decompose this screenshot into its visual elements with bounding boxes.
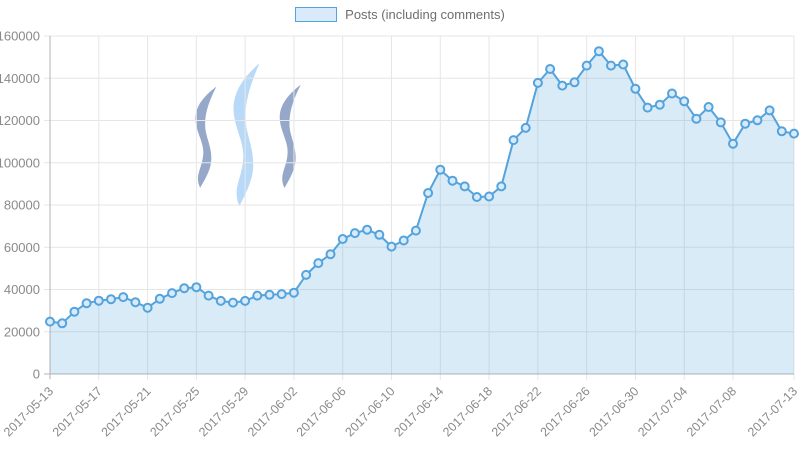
y-tick-label: 40000: [4, 282, 40, 297]
data-point[interactable]: [520, 122, 531, 133]
data-point[interactable]: [557, 80, 568, 91]
data-point[interactable]: [484, 191, 495, 202]
data-point[interactable]: [581, 60, 592, 71]
data-point[interactable]: [179, 283, 190, 294]
x-tick-label: 2017-05-29: [196, 384, 251, 439]
data-point[interactable]: [545, 64, 556, 74]
y-tick-label: 140000: [0, 71, 40, 86]
data-point[interactable]: [142, 302, 153, 313]
x-tick-label: 2017-05-21: [99, 384, 154, 439]
x-tick-label: 2017-07-13: [745, 384, 800, 439]
data-point[interactable]: [667, 88, 677, 99]
x-tick-label: 2017-07-04: [635, 384, 690, 439]
x-tick-label: 2017-06-18: [440, 384, 495, 439]
data-point[interactable]: [215, 295, 226, 306]
data-point[interactable]: [630, 83, 641, 94]
data-point[interactable]: [374, 229, 385, 240]
steem-logo-ribbon-middle: [233, 63, 260, 207]
data-point[interactable]: [154, 293, 165, 304]
data-point[interactable]: [532, 77, 543, 88]
data-point[interactable]: [118, 292, 129, 303]
y-tick-label: 160000: [0, 29, 40, 44]
data-point[interactable]: [715, 117, 726, 128]
x-tick-label: 2017-06-22: [489, 384, 544, 439]
data-point[interactable]: [167, 288, 177, 299]
x-tick-label: 2017-06-30: [586, 384, 641, 439]
data-point[interactable]: [252, 290, 263, 301]
data-point[interactable]: [386, 241, 397, 252]
data-point[interactable]: [423, 188, 434, 198]
data-point[interactable]: [264, 289, 275, 300]
data-point[interactable]: [471, 192, 482, 202]
data-point[interactable]: [325, 249, 336, 260]
data-point[interactable]: [789, 128, 799, 139]
data-point[interactable]: [93, 295, 104, 306]
data-point[interactable]: [679, 96, 690, 107]
data-point[interactable]: [459, 181, 470, 192]
legend: Posts (including comments): [0, 7, 800, 22]
data-point[interactable]: [691, 113, 702, 124]
y-tick-label: 80000: [4, 198, 40, 213]
steem-logo-watermark: [195, 63, 301, 207]
y-tick-label: 60000: [4, 240, 40, 255]
data-point[interactable]: [508, 135, 519, 146]
x-tick-label: 2017-05-25: [147, 384, 202, 439]
data-point[interactable]: [703, 102, 714, 112]
data-point[interactable]: [569, 77, 580, 88]
data-point[interactable]: [228, 297, 238, 308]
data-point[interactable]: [764, 105, 775, 116]
data-point[interactable]: [69, 306, 80, 317]
x-tick-label: 2017-06-06: [294, 384, 349, 439]
data-point[interactable]: [435, 164, 446, 175]
x-tick-label: 2017-05-13: [1, 384, 56, 439]
legend-label: Posts (including comments): [345, 7, 505, 22]
data-point[interactable]: [240, 295, 251, 306]
y-tick-label: 0: [33, 367, 40, 382]
data-point[interactable]: [593, 46, 604, 57]
data-point[interactable]: [752, 115, 763, 126]
y-tick-label: 120000: [0, 113, 40, 128]
legend-swatch: [295, 7, 338, 22]
x-tick-label: 2017-06-14: [391, 384, 446, 439]
data-point[interactable]: [130, 297, 141, 308]
data-point[interactable]: [654, 99, 665, 110]
data-point[interactable]: [81, 298, 92, 309]
data-point[interactable]: [776, 126, 787, 137]
data-point[interactable]: [313, 258, 324, 269]
y-tick-label: 100000: [0, 155, 40, 170]
data-point[interactable]: [57, 318, 68, 329]
data-point[interactable]: [191, 282, 202, 293]
x-tick-label: 2017-06-02: [245, 384, 300, 439]
x-tick-label: 2017-06-26: [538, 384, 593, 439]
x-tick-label: 2017-06-10: [343, 384, 398, 439]
x-tick-label: 2017-05-17: [50, 384, 105, 439]
legend-item-posts[interactable]: Posts (including comments): [295, 7, 505, 22]
data-point[interactable]: [410, 225, 421, 236]
steem-logo-ribbon-left: [195, 86, 217, 188]
x-tick-label: 2017-07-08: [684, 384, 739, 439]
data-point[interactable]: [606, 60, 616, 71]
data-point[interactable]: [728, 138, 738, 149]
data-point[interactable]: [337, 234, 348, 244]
data-point[interactable]: [288, 287, 299, 298]
steem-logo-ribbon-right: [279, 84, 301, 189]
data-point[interactable]: [349, 228, 360, 239]
data-point[interactable]: [203, 290, 214, 301]
data-point[interactable]: [301, 269, 312, 280]
y-tick-label: 20000: [4, 324, 40, 339]
data-point[interactable]: [45, 316, 55, 327]
data-point[interactable]: [447, 175, 458, 186]
data-point[interactable]: [362, 224, 373, 235]
data-point[interactable]: [642, 102, 653, 113]
data-point[interactable]: [618, 59, 629, 70]
data-point[interactable]: [496, 181, 507, 192]
data-point[interactable]: [740, 118, 751, 129]
data-point[interactable]: [276, 289, 287, 300]
data-point[interactable]: [398, 235, 409, 246]
data-point[interactable]: [106, 294, 116, 305]
